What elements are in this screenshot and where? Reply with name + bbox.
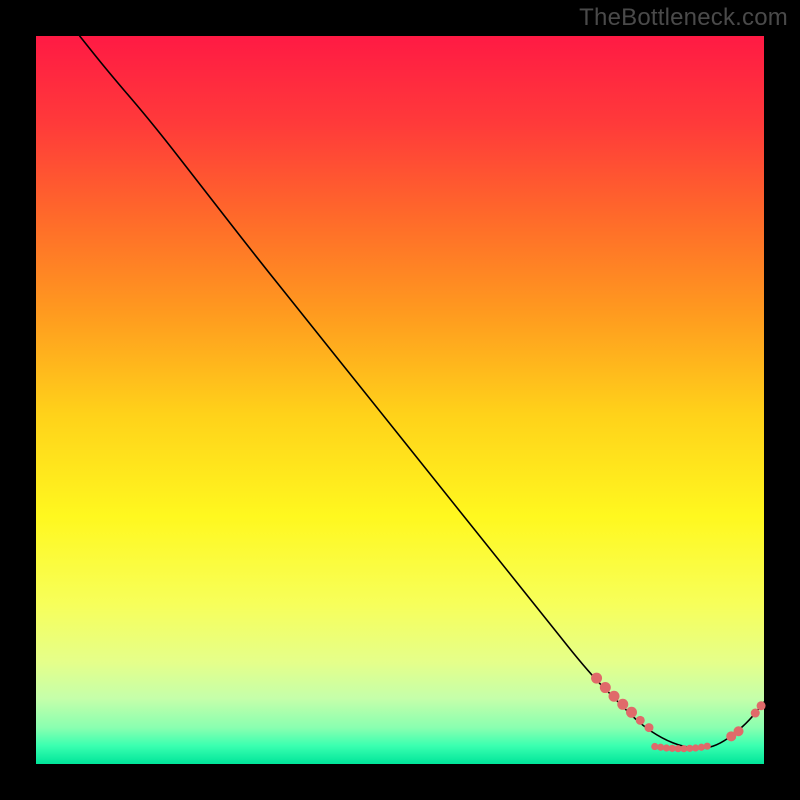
- data-marker: [591, 673, 602, 684]
- chart-frame: TheBottleneck.com: [0, 0, 800, 800]
- data-marker: [609, 691, 620, 702]
- bottleneck-chart: [0, 0, 800, 800]
- data-marker: [734, 726, 744, 736]
- data-marker: [636, 716, 645, 725]
- data-marker: [626, 707, 637, 718]
- data-marker: [644, 723, 653, 732]
- data-marker: [751, 709, 760, 718]
- data-marker: [600, 682, 611, 693]
- plot-area: [36, 36, 764, 764]
- data-marker: [704, 743, 711, 750]
- data-marker: [757, 701, 766, 710]
- data-marker: [617, 699, 628, 710]
- watermark-text: TheBottleneck.com: [579, 4, 788, 32]
